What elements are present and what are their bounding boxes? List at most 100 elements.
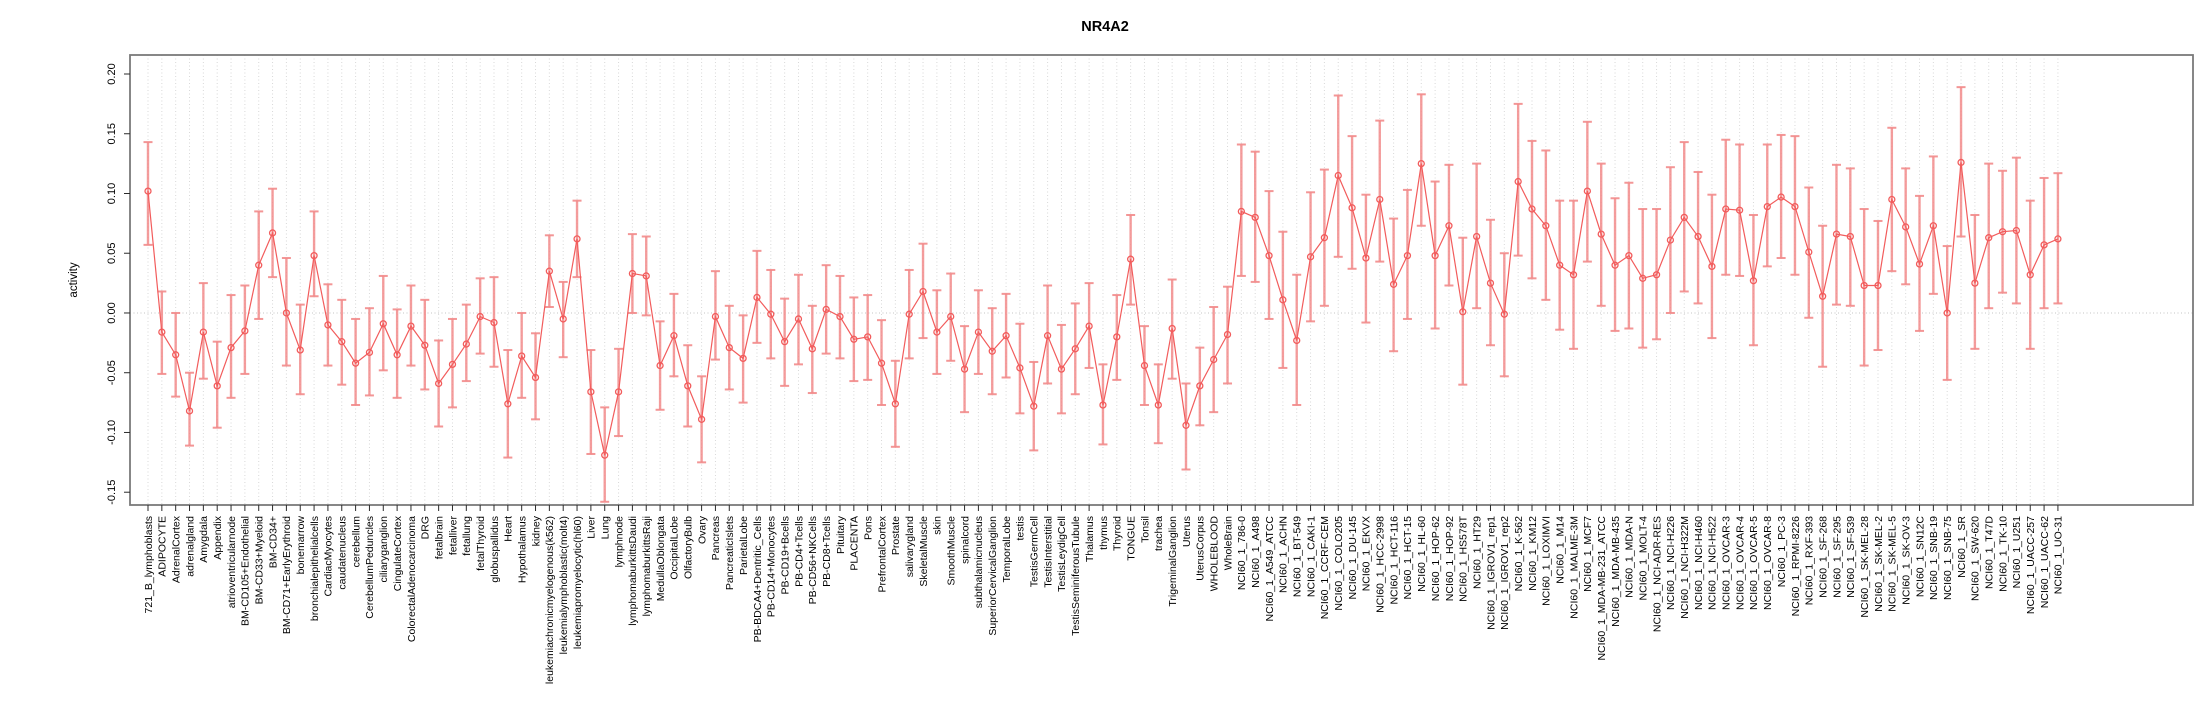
x-axis-label: WHOLEBLOOD — [1208, 516, 1220, 592]
data-point — [628, 269, 637, 278]
x-axis-label: OccipitalLobe — [669, 516, 681, 580]
data-point — [1832, 230, 1841, 238]
x-axis-label: skin — [932, 516, 944, 535]
data-point — [351, 359, 360, 367]
data-point — [1431, 251, 1439, 260]
data-point — [1652, 271, 1661, 279]
data-point — [1362, 254, 1370, 262]
x-axis-label: Ovary — [696, 515, 708, 544]
x-axis-label: NCI60_1_NCI-H460 — [1693, 516, 1705, 610]
x-axis-label: MedullaOblongata — [655, 516, 667, 601]
x-axis-label: NCI60_1_SW-620 — [1970, 516, 1982, 601]
data-point — [1777, 193, 1785, 201]
x-axis-label: thymus — [1098, 516, 1110, 550]
x-axis-label: Pons — [862, 516, 874, 540]
data-point — [1030, 402, 1038, 410]
y-axis-title: activity — [68, 262, 80, 297]
x-axis-label: caudatenucleus — [337, 516, 349, 590]
x-axis-label: testis — [1015, 516, 1027, 541]
data-point — [268, 229, 277, 237]
x-axis-label: NCI60_1_K-562 — [1513, 516, 1525, 591]
data-point — [1929, 222, 1938, 230]
x-axis-label: NCI60_1_NCI-ADR-RES — [1651, 516, 1663, 632]
x-axis-label: spinalcord — [959, 516, 971, 564]
x-axis-label: NCI60_1_RPMI-8226 — [1790, 516, 1802, 617]
x-axis-label: Liver — [586, 516, 598, 539]
data-point — [808, 345, 816, 353]
x-axis-label: ParietalLobe — [738, 516, 750, 575]
x-axis-label: NCI60_1_LOXIMVI — [1541, 516, 1553, 606]
x-axis-label: BM-CD33+Myeloid — [254, 516, 266, 605]
x-axis-label: NCI60_1_MALME-3M — [1568, 516, 1580, 619]
x-axis-labels: 721_B_lymphoblasts ADIPOCYTE AdrenalCortex… — [143, 515, 2065, 684]
data-point — [1528, 205, 1536, 213]
data-point — [1472, 232, 1481, 241]
x-axis-label: NCI60_1_A549_ATCC — [1264, 516, 1276, 622]
data-point — [1735, 206, 1744, 214]
data-point — [185, 407, 194, 415]
data-point — [1722, 205, 1730, 213]
x-axis-label: NCI60_1_SK-MEL-28 — [1859, 516, 1871, 618]
x-axis-label: NCI60_1_CAKI-1 — [1305, 516, 1317, 597]
data-point — [1708, 262, 1716, 271]
data-point — [1376, 195, 1384, 204]
x-axis-label: NCI60_1_IGROV1_rep2 — [1499, 516, 1511, 630]
data-point — [227, 343, 235, 352]
x-axis-label: NCI60_1_MCF7 — [1582, 516, 1594, 592]
x-axis-label: Uterus — [1181, 516, 1193, 547]
data-point — [947, 312, 955, 321]
data-point — [1486, 279, 1495, 287]
y-axis-tick-labels: -0.15 -0.10 -0.05 0.00 0.05 0.10 0.15 0.20 — [106, 63, 118, 504]
data-point — [1459, 308, 1467, 316]
data-point — [656, 361, 664, 370]
data-point — [1888, 195, 1896, 204]
data-point — [310, 251, 318, 260]
y-axis-tick-label: 0.10 — [106, 183, 118, 204]
data-point — [1306, 253, 1315, 261]
data-point — [1417, 159, 1425, 168]
x-axis-label: NCI60_1_UACC-257 — [2025, 516, 2037, 614]
data-point — [739, 354, 747, 363]
data-point — [1763, 202, 1771, 211]
data-point — [1625, 251, 1633, 260]
x-axis-label: CingulateCortex — [392, 515, 404, 591]
data-point — [1556, 261, 1564, 269]
x-axis-label: NCI60_1_OVCAR-8 — [1762, 516, 1774, 610]
data-point — [573, 235, 581, 243]
x-axis-label: NCI60_1_UACC-62 — [2039, 516, 2051, 608]
data-point — [1805, 248, 1813, 256]
data-point — [960, 365, 969, 373]
x-axis-label: NCI60_1_SF-295 — [1831, 516, 1843, 598]
x-axis-label: NCI60_1_A498 — [1250, 516, 1262, 588]
data-point — [601, 451, 609, 459]
data-point — [2012, 226, 2021, 235]
data-point — [780, 338, 789, 346]
x-axis-label: ADIPOCYTE — [157, 516, 169, 577]
data-point — [559, 315, 567, 323]
x-axis-label: TrigeminalGanglion — [1167, 516, 1179, 607]
x-axis-label: NCI60_1_T47D — [1984, 516, 1996, 589]
x-axis-label: NCI60_1_SNB-19 — [1928, 516, 1940, 600]
data-point — [1320, 234, 1329, 242]
x-axis-label: NCI60_1_MDA-N — [1624, 516, 1636, 598]
x-axis-label: SuperiorCervicalGanglion — [987, 516, 999, 636]
x-axis-label: TestisGermCell — [1029, 516, 1041, 587]
data-point — [1016, 364, 1024, 372]
x-axis-label: TONGUE — [1125, 516, 1137, 561]
x-axis-label: adrenalgland — [184, 516, 196, 577]
data-point — [1057, 365, 1066, 373]
data-point — [1126, 255, 1135, 263]
data-point — [877, 359, 886, 367]
x-axis-label: NCI60_1_HCC-2998 — [1375, 516, 1387, 613]
data-point — [1943, 309, 1951, 317]
x-axis-label: TestisInterstitial — [1042, 516, 1054, 588]
data-point — [1154, 401, 1162, 409]
x-axis-label: NCI60_1_EKVX — [1361, 516, 1373, 591]
x-axis-label: TestisSeminiferousTubule — [1070, 516, 1082, 636]
y-axis-tick-label: 0.20 — [106, 63, 118, 84]
y-axis-tick-label: -0.05 — [106, 360, 118, 385]
x-axis-label: cerebellum — [350, 516, 362, 568]
data-point — [1113, 333, 1121, 341]
x-axis-label: leukemialymphoblastic(molt4) — [558, 516, 570, 654]
data-point — [850, 335, 858, 343]
